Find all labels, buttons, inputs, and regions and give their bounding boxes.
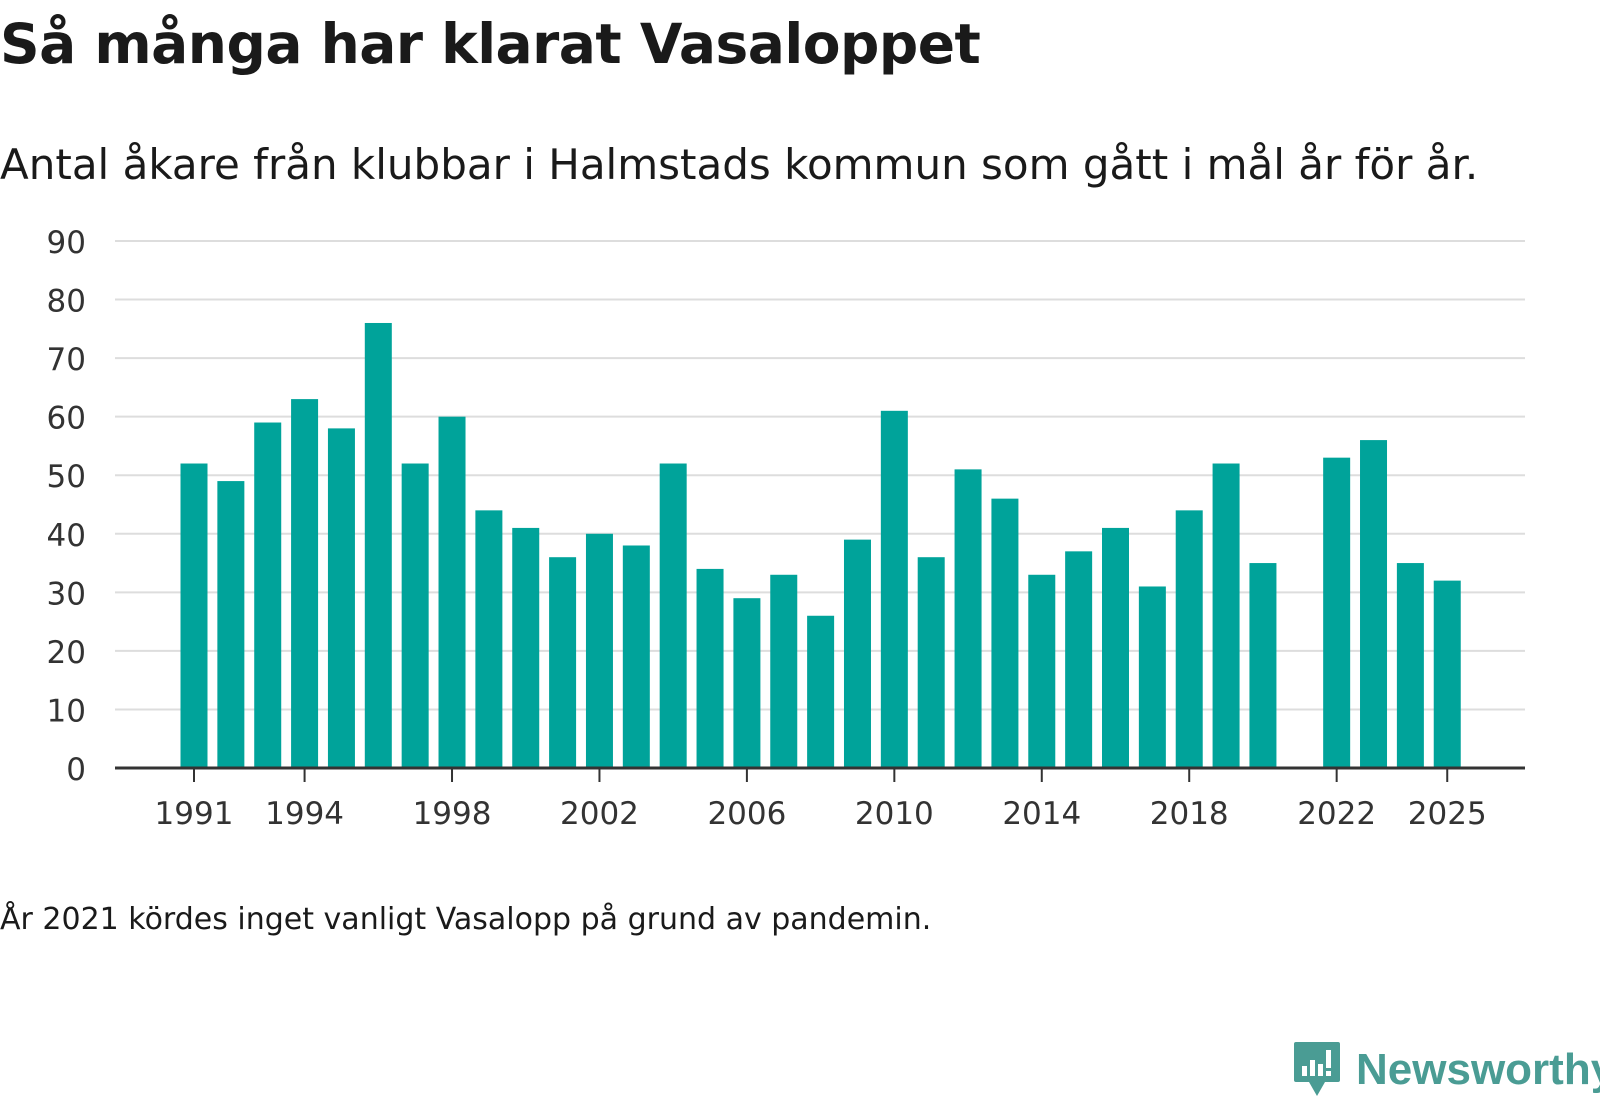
bar-1994[interactable] <box>291 399 319 768</box>
newsworthy-logo-icon <box>1294 1042 1340 1096</box>
brand[interactable]: Newsworthy <box>1292 1040 1600 1100</box>
bar-2025[interactable] <box>1433 580 1461 768</box>
x-tick-label: 2022 <box>1297 796 1376 832</box>
bar-2005[interactable] <box>696 568 724 768</box>
bar-2008[interactable] <box>807 615 835 768</box>
x-tick-label: 1998 <box>413 796 492 832</box>
x-tick-label: 2002 <box>560 796 639 832</box>
bar-1992[interactable] <box>217 481 245 768</box>
x-tick-label: 2014 <box>1002 796 1081 832</box>
x-tick-label: 2025 <box>1408 796 1487 832</box>
y-tick-label: 60 <box>47 401 86 437</box>
bar-2024[interactable] <box>1396 563 1424 768</box>
bar-1993[interactable] <box>254 422 282 768</box>
bar-1991[interactable] <box>180 463 208 768</box>
y-tick-label: 10 <box>47 693 86 729</box>
bar-2013[interactable] <box>991 498 1019 768</box>
bar-2009[interactable] <box>843 539 871 768</box>
y-tick-label: 30 <box>47 576 86 612</box>
bar-2014[interactable] <box>1028 574 1056 768</box>
bar-2020[interactable] <box>1249 563 1277 768</box>
y-tick-label: 50 <box>47 459 86 495</box>
bar-1997[interactable] <box>401 463 429 768</box>
bar-2004[interactable] <box>659 463 687 768</box>
x-tick-label: 2006 <box>707 796 786 832</box>
y-tick-label: 90 <box>47 225 86 261</box>
x-tick-label: 1994 <box>265 796 344 832</box>
bar-2006[interactable] <box>733 598 761 768</box>
bar-chart: 0 10 20 30 40 50 60 70 80 90 1991 1994 1998 2002 2006… <box>47 225 1525 832</box>
x-tick-label: 2018 <box>1150 796 1229 832</box>
footnote: År 2021 kördes inget vanligt Vasalopp på… <box>0 902 932 937</box>
y-axis-ticks: 0 10 20 30 40 50 60 70 80 90 <box>47 225 86 788</box>
bar-2023[interactable] <box>1360 440 1388 768</box>
y-tick-label: 80 <box>47 284 86 320</box>
chart-subtitle: Antal åkare från klubbar i Halmstads kom… <box>0 140 1479 189</box>
x-tick-label: 2010 <box>855 796 934 832</box>
bar-2012[interactable] <box>954 469 982 768</box>
x-tick-label: 1991 <box>155 796 234 832</box>
bar-2003[interactable] <box>622 545 650 768</box>
bar-2002[interactable] <box>585 533 613 768</box>
bar-2016[interactable] <box>1102 527 1129 768</box>
bar-1995[interactable] <box>327 428 355 768</box>
bar-2011[interactable] <box>917 557 945 768</box>
bar-2018[interactable] <box>1175 510 1203 768</box>
y-tick-label: 0 <box>66 752 86 788</box>
bar-2007[interactable] <box>770 574 798 768</box>
y-tick-label: 40 <box>47 518 86 554</box>
bar-2001[interactable] <box>549 557 577 768</box>
bar-1996[interactable] <box>364 322 392 768</box>
x-axis-ticks: 1991 1994 1998 2002 2006 2010 2014 2018 2022 2025 <box>155 768 1487 832</box>
bar-2019[interactable] <box>1212 463 1240 768</box>
bar-1998[interactable] <box>438 416 466 768</box>
brand-name: Newsworthy <box>1356 1045 1600 1094</box>
chart-title: Så många har klarat Vasaloppet <box>0 12 981 76</box>
bar-2000[interactable] <box>512 527 540 768</box>
bar-1999[interactable] <box>475 510 503 768</box>
y-tick-label: 20 <box>47 635 86 671</box>
y-tick-label: 70 <box>47 342 86 378</box>
bar-2022[interactable] <box>1323 457 1351 768</box>
bar-2015[interactable] <box>1065 551 1093 768</box>
bars <box>180 322 1461 768</box>
bar-2017[interactable] <box>1138 586 1166 768</box>
bar-2010[interactable] <box>880 410 908 768</box>
